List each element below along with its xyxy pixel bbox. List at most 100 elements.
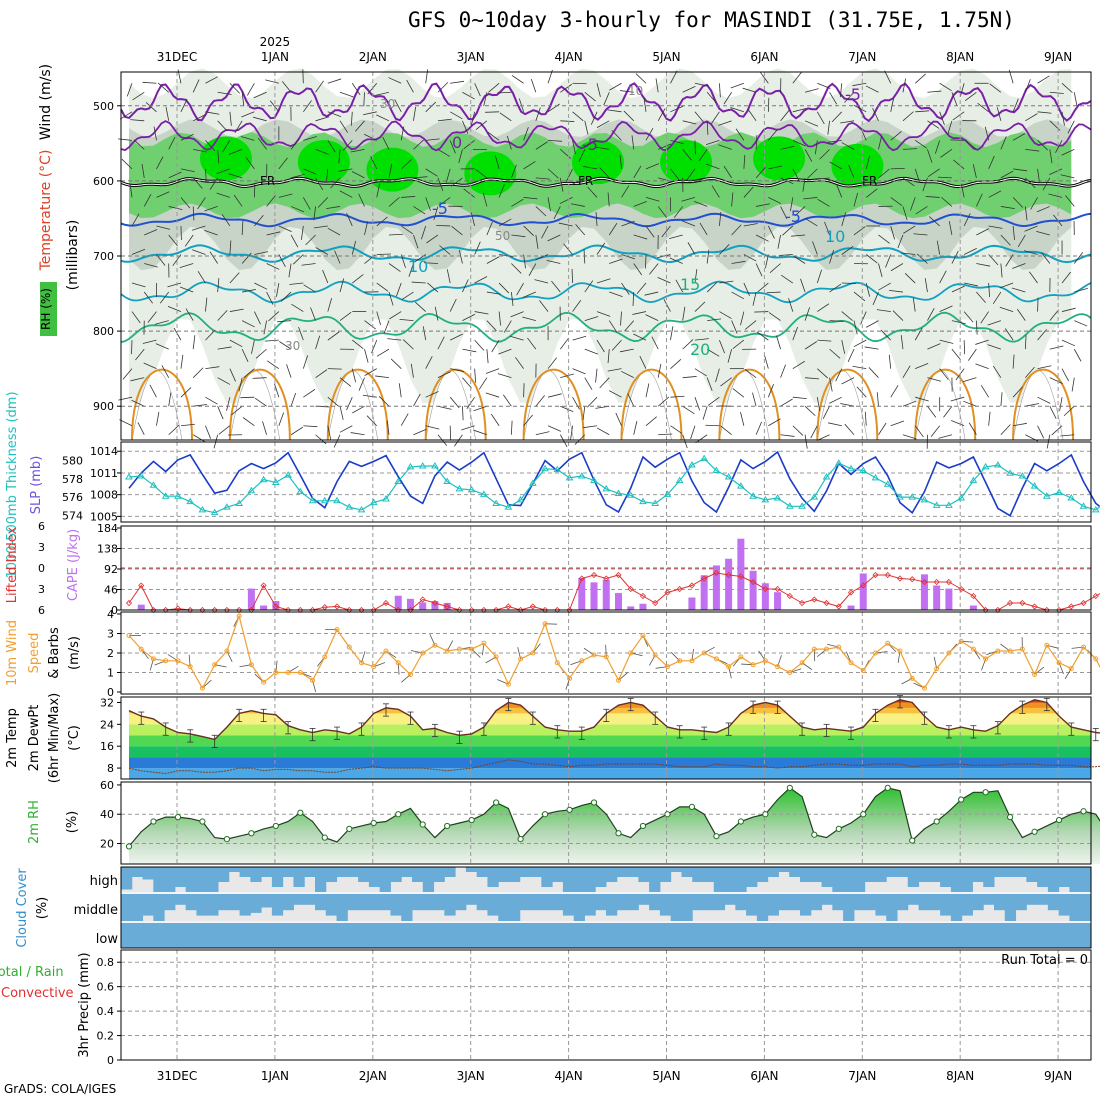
wind-barb (658, 143, 672, 150)
wind-barb (816, 397, 821, 412)
wind-barb (547, 357, 558, 369)
rh-point (1055, 816, 1063, 824)
wind-barb (510, 164, 517, 179)
wind-barb (670, 358, 682, 369)
wind-barb (789, 197, 794, 212)
cloud-bar-high (261, 867, 273, 877)
cloud-bar-high (465, 867, 478, 872)
wind-barb (445, 168, 451, 183)
wind-barb (841, 311, 853, 321)
wind-barb (706, 120, 709, 135)
thickness-point (284, 471, 292, 478)
thickness-point (761, 495, 770, 503)
wind-barb (669, 257, 683, 264)
wind-barb (927, 308, 935, 321)
cloud-bar-low (1015, 923, 1027, 948)
thickness-point (125, 472, 133, 480)
wind-barb (487, 131, 500, 141)
cloud-bar-high (767, 867, 779, 877)
thickness-point (357, 505, 366, 513)
wind-speed-point (664, 664, 670, 670)
cape-bar (774, 592, 782, 610)
cloud-bar-low (282, 923, 294, 948)
cloud-bar-middle (659, 894, 672, 916)
wind-speed-point (456, 646, 462, 652)
cloud-bar-low (552, 923, 564, 948)
cape-bar (615, 593, 622, 610)
cloud-bar-high (584, 867, 596, 892)
wind-barb (291, 303, 304, 312)
wind-barb (367, 83, 378, 95)
lifted-index-point (444, 603, 451, 610)
wind-barb (890, 263, 904, 272)
cloud-level-high: high (90, 874, 118, 889)
wind-barb (915, 206, 928, 215)
wind-barb (792, 326, 798, 341)
wind-barb (553, 206, 561, 220)
temp-band (129, 699, 1091, 703)
wind-barb (1030, 197, 1038, 210)
wind-speed-point (138, 646, 144, 652)
wind-barb (229, 111, 232, 126)
cloud-bar-low (1047, 923, 1060, 948)
wind-barb (740, 311, 745, 326)
wind-barb (1051, 425, 1063, 436)
date-label-bottom: 8JAN (946, 1069, 974, 1083)
wind-barb (902, 148, 917, 150)
cape-bar (260, 605, 268, 610)
cloud-bar-high (670, 867, 682, 872)
thickness-point (785, 502, 794, 509)
wind-barb (806, 168, 818, 179)
cloud-bar-high (713, 867, 726, 892)
wind-barb (963, 248, 977, 255)
wind-barb (817, 368, 828, 379)
wind-barb (890, 131, 902, 141)
wind-barb (939, 305, 953, 312)
wind-speed-line (128, 613, 1100, 690)
wind-barb (584, 91, 596, 102)
wind-barb (964, 91, 977, 102)
wind-barb (910, 197, 916, 211)
thickness-point (675, 476, 684, 484)
wind-barb (1071, 377, 1075, 392)
wind-barb (868, 367, 879, 378)
wind-barb (743, 223, 758, 227)
wind-barb (595, 146, 610, 150)
wind-barb (719, 211, 722, 227)
wind-barb (290, 234, 299, 248)
wind-barb (1012, 98, 1019, 112)
wind-barb (930, 425, 940, 438)
wind-barb (876, 309, 891, 312)
cloud-bar-middle (616, 894, 629, 911)
cloud-bar-high (121, 867, 133, 890)
wind-barb (498, 348, 512, 355)
wind-barb (1048, 193, 1063, 198)
axis-label-wind: Wind (m/s) (38, 64, 54, 140)
cape-tick-label: 92 (104, 563, 118, 576)
thickness-point (443, 477, 452, 485)
wind-barb (155, 343, 169, 350)
wind-barb (1025, 148, 1040, 152)
wind-barb (303, 284, 316, 293)
wind-barb (643, 97, 647, 112)
lifted-index-point (847, 589, 855, 596)
wind-barb (168, 424, 180, 436)
wind-barb (621, 282, 630, 295)
wind-barb (792, 396, 807, 400)
wind-barb (425, 197, 431, 211)
wind-barb (559, 434, 568, 448)
wind-barb (217, 278, 220, 293)
axis-label-temperature: Temperature (°C) (38, 150, 54, 272)
thickness-point (908, 493, 917, 500)
lifted-index-point (798, 599, 806, 607)
wind-barb (1025, 113, 1038, 122)
cape-bar (247, 588, 255, 610)
wind-barb (706, 163, 720, 170)
cloud-bar-middle (940, 894, 952, 916)
cloud-bar-middle (422, 894, 435, 911)
wind-barb (572, 335, 587, 341)
wind-barb (497, 91, 512, 94)
li-tick-label: 3 (38, 583, 45, 596)
wind-barb (817, 198, 830, 207)
wind-barb (669, 234, 683, 239)
